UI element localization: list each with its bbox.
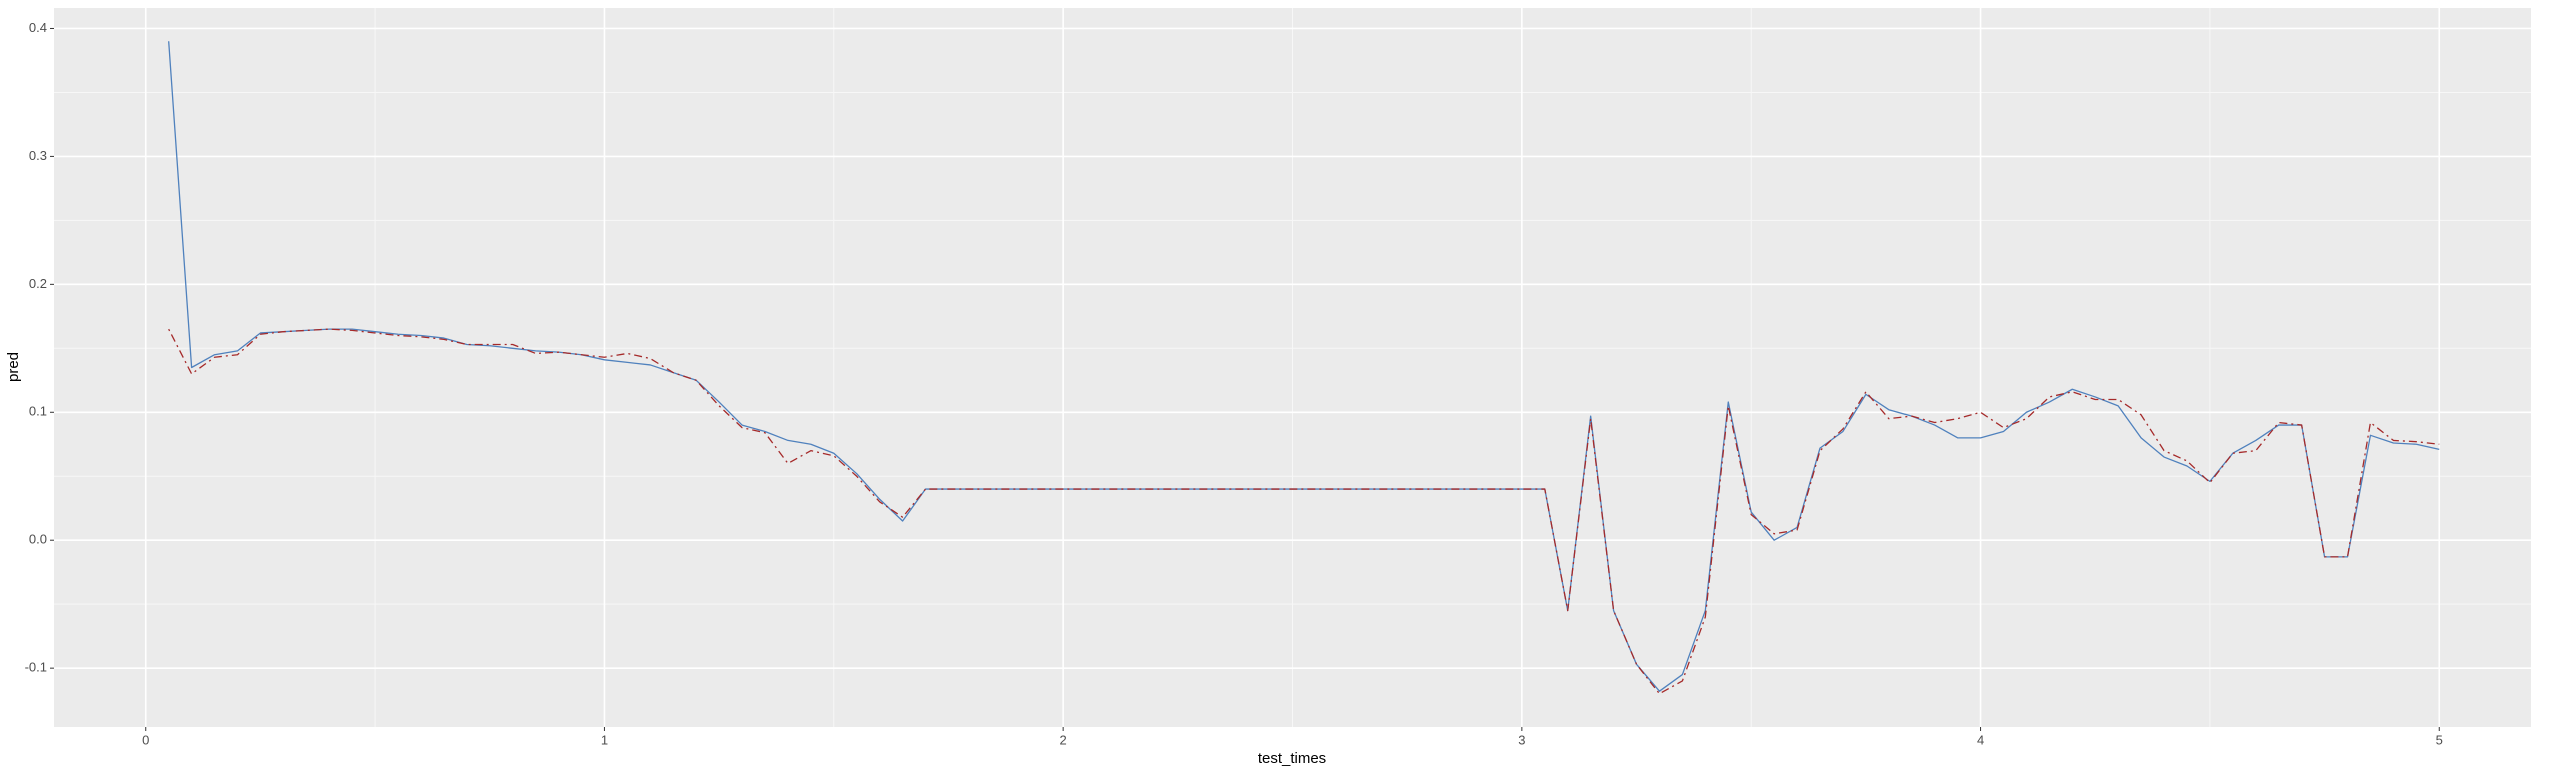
y-tick-label: 0.3: [29, 148, 47, 163]
y-tick-label: -0.1: [25, 660, 47, 675]
x-tick-label: 0: [142, 732, 149, 747]
x-tick-label: 3: [1518, 732, 1525, 747]
x-axis-title: test_times: [1258, 750, 1326, 767]
y-tick-label: 0.0: [29, 532, 47, 547]
y-tick-label: 0.1: [29, 404, 47, 419]
x-tick-label: 5: [2436, 732, 2443, 747]
x-tick-label: 4: [1977, 732, 1984, 747]
y-tick-label: 0.4: [29, 20, 47, 35]
y-axis-title: pred: [5, 352, 22, 382]
data-line: [168, 328, 2440, 695]
x-tick-label: 1: [601, 732, 608, 747]
data-line: [168, 41, 2440, 692]
x-tick-label: 2: [1060, 732, 1067, 747]
y-tick-label: 0.2: [29, 276, 47, 291]
